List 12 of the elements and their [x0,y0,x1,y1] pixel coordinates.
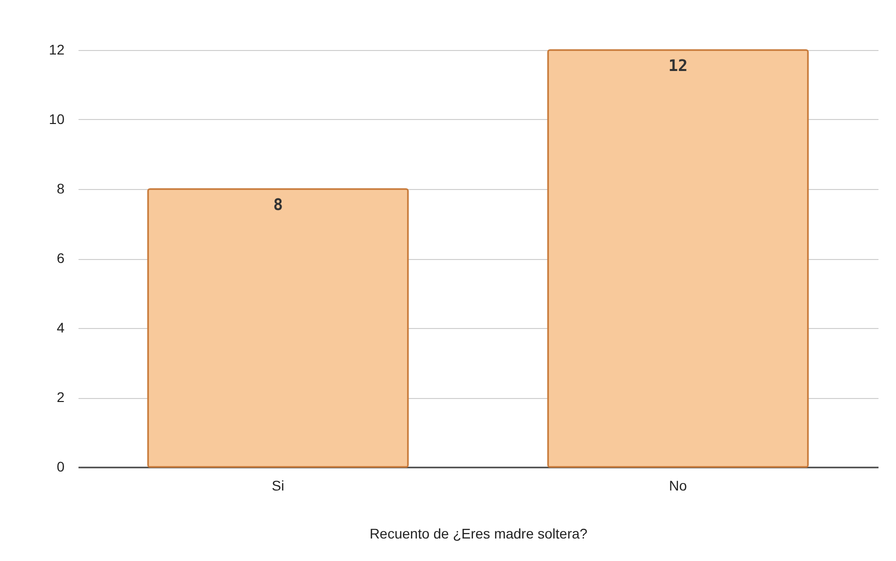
y-tick-label: 0 [56,458,65,474]
y-tick-label: 8 [56,180,65,196]
y-tick-label: 2 [56,389,65,405]
y-tick-label: 4 [56,320,65,336]
y-tick-label: 12 [48,42,65,58]
y-tick-label: 6 [56,250,65,266]
x-tick-label: No [669,478,688,494]
x-axis-title: Recuento de ¿Eres madre soltera? [370,526,588,542]
y-tick-label: 10 [48,111,65,127]
data-label: 12 [668,56,688,75]
x-tick-label: Si [272,478,284,494]
data-label: 8 [273,195,283,214]
